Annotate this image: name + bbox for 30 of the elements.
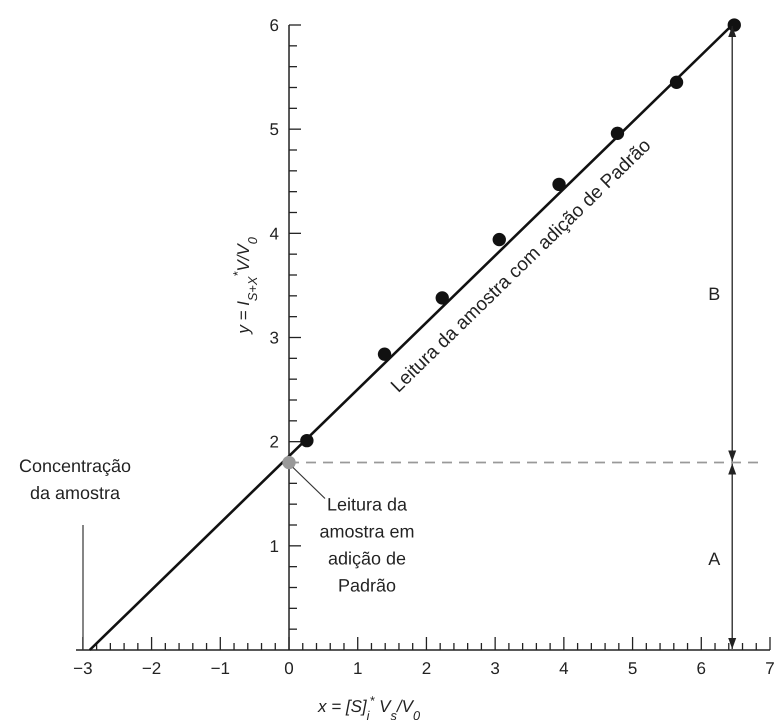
point <box>282 456 296 470</box>
point <box>300 434 314 448</box>
x-tick-label: 4 <box>559 659 569 678</box>
annotation: Concentração da amostra <box>18 456 132 503</box>
point <box>552 178 566 192</box>
x-tick-label: −3 <box>73 659 93 678</box>
y-tick-label: 4 <box>270 224 280 244</box>
point <box>436 291 449 305</box>
point <box>610 126 624 140</box>
point <box>670 76 684 89</box>
y-tick-label: 3 <box>270 328 280 348</box>
y-tick-label: 6 <box>270 16 280 35</box>
x-tick-label: 6 <box>696 659 706 678</box>
y-tick-label: 2 <box>270 432 280 452</box>
x-tick-label: −1 <box>210 659 230 678</box>
x-tick-label: 1 <box>352 659 362 678</box>
x-tick-label: 2 <box>422 659 432 678</box>
annotation: Leitura da amostra em adição de Padrão <box>319 494 415 596</box>
point <box>728 18 741 32</box>
y-tick-label: 5 <box>270 120 280 140</box>
annotation: A <box>708 549 720 569</box>
x-tick-label: 3 <box>490 659 500 678</box>
x-tick-label: 5 <box>628 659 638 678</box>
x-axis-title: x = [S]$_{i}$$^{*}$ V$_{s}$/V$_{0}$ <box>316 692 420 720</box>
point <box>492 232 506 246</box>
x-tick-label: −2 <box>142 659 162 678</box>
annotation: B <box>708 284 720 304</box>
x-tick-label: 0 <box>284 659 294 678</box>
y-tick-label: 1 <box>270 536 280 556</box>
x-tick-label: 7 <box>765 659 775 678</box>
